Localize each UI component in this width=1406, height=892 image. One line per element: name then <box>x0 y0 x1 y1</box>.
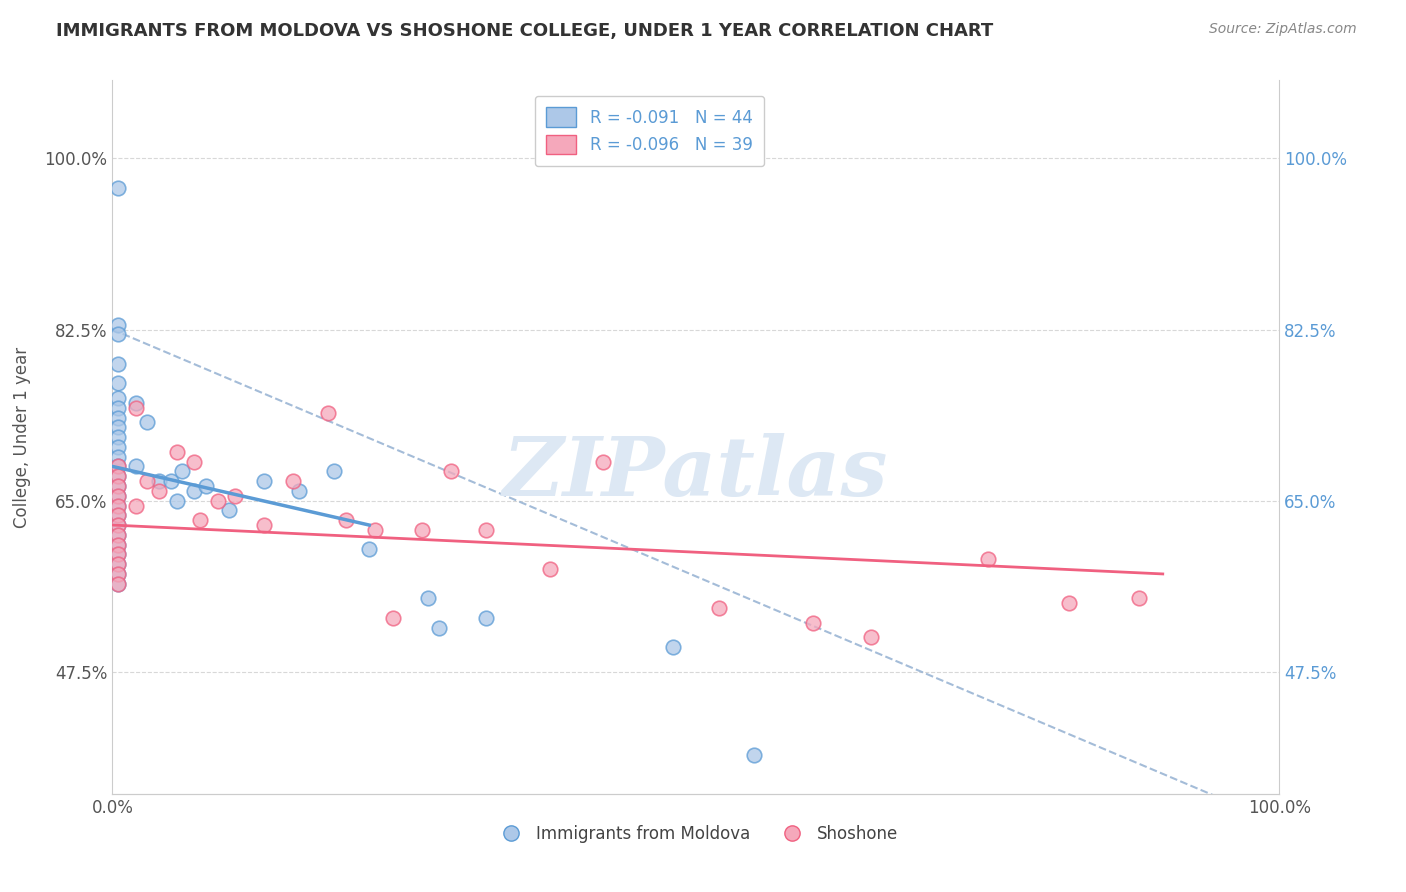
Text: IMMIGRANTS FROM MOLDOVA VS SHOSHONE COLLEGE, UNDER 1 YEAR CORRELATION CHART: IMMIGRANTS FROM MOLDOVA VS SHOSHONE COLL… <box>56 22 994 40</box>
Point <box>107 391 129 405</box>
Point <box>107 538 129 552</box>
Point <box>107 469 129 483</box>
Point <box>107 518 129 533</box>
Point <box>475 523 498 537</box>
Point <box>160 474 183 488</box>
Point <box>107 181 129 195</box>
Point <box>359 542 381 557</box>
Point <box>253 518 276 533</box>
Point <box>744 747 766 762</box>
Point <box>125 459 148 474</box>
Point <box>107 538 129 552</box>
Point <box>107 566 129 581</box>
Point <box>592 454 614 468</box>
Point <box>107 401 129 415</box>
Point <box>416 591 439 606</box>
Point <box>288 483 311 498</box>
Point <box>107 459 129 474</box>
Point <box>125 401 148 415</box>
Point <box>381 611 404 625</box>
Point <box>107 489 129 503</box>
Point <box>183 454 205 468</box>
Point <box>107 499 129 513</box>
Point <box>107 459 129 474</box>
Point <box>172 464 194 478</box>
Point <box>411 523 433 537</box>
Legend: Immigrants from Moldova, Shoshone: Immigrants from Moldova, Shoshone <box>488 819 904 850</box>
Point <box>709 601 731 615</box>
Point <box>323 464 346 478</box>
Point <box>188 513 211 527</box>
Point <box>125 499 148 513</box>
Point <box>107 357 129 371</box>
Point <box>107 576 129 591</box>
Point <box>107 420 129 434</box>
Point <box>801 615 824 630</box>
Point <box>218 503 240 517</box>
Point <box>107 508 129 523</box>
Point <box>136 416 159 430</box>
Point <box>107 557 129 571</box>
Point <box>125 396 148 410</box>
Point <box>194 479 217 493</box>
Point <box>253 474 276 488</box>
Point <box>107 318 129 332</box>
Point <box>538 562 561 576</box>
Point <box>1059 596 1081 610</box>
Point <box>207 493 229 508</box>
Point <box>166 493 188 508</box>
Point <box>107 548 129 562</box>
Point <box>148 483 170 498</box>
Point <box>107 518 129 533</box>
Point <box>166 444 188 458</box>
Point <box>860 631 883 645</box>
Point <box>427 621 450 635</box>
Point <box>107 327 129 342</box>
Point <box>976 552 998 566</box>
Point <box>107 557 129 571</box>
Point <box>335 513 357 527</box>
Point <box>148 474 170 488</box>
Text: ZIPatlas: ZIPatlas <box>503 433 889 513</box>
Point <box>107 566 129 581</box>
Y-axis label: College, Under 1 year: College, Under 1 year <box>13 346 31 528</box>
Text: Source: ZipAtlas.com: Source: ZipAtlas.com <box>1209 22 1357 37</box>
Point <box>107 576 129 591</box>
Point <box>318 406 340 420</box>
Point <box>107 376 129 391</box>
Point <box>283 474 305 488</box>
Point <box>364 523 387 537</box>
Point <box>661 640 683 655</box>
Point <box>136 474 159 488</box>
Point <box>440 464 463 478</box>
Point <box>475 611 498 625</box>
Point <box>107 410 129 425</box>
Point <box>107 469 129 483</box>
Point <box>107 450 129 464</box>
Point <box>107 489 129 503</box>
Point <box>183 483 205 498</box>
Point <box>107 499 129 513</box>
Point <box>107 548 129 562</box>
Point <box>107 479 129 493</box>
Point <box>1128 591 1150 606</box>
Point <box>107 528 129 542</box>
Point <box>107 528 129 542</box>
Point <box>107 508 129 523</box>
Point <box>107 440 129 454</box>
Point <box>224 489 246 503</box>
Point <box>107 430 129 444</box>
Point <box>107 479 129 493</box>
